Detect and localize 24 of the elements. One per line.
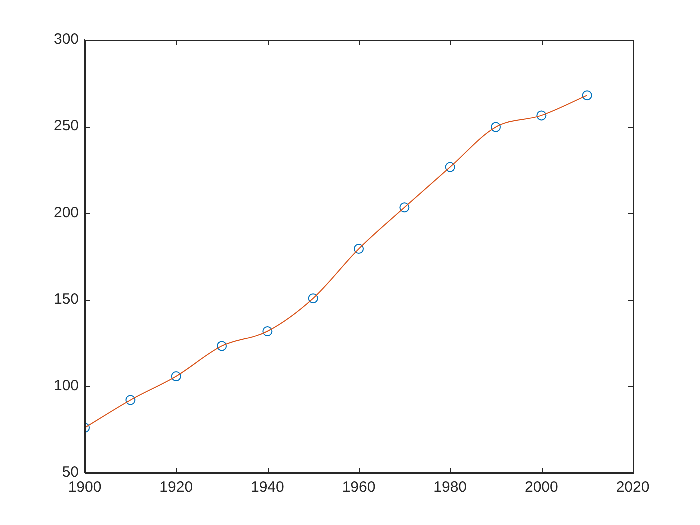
point (354, 244, 364, 254)
point (217, 341, 228, 352)
x-tick-label: 2020 (616, 479, 650, 496)
x-tick-label: 2000 (524, 479, 558, 496)
y-tick-label: 250 (54, 118, 80, 135)
point (400, 202, 410, 213)
point (582, 90, 592, 101)
point (445, 162, 456, 172)
x-tick-label: 1900 (68, 479, 102, 496)
y-tick-label: 50 (62, 464, 80, 482)
point (491, 122, 502, 132)
point (536, 110, 547, 121)
point (308, 294, 318, 304)
x-tick-label: 1920 (160, 479, 194, 496)
x-tick-label: 1960 (342, 479, 376, 496)
x-tick-label: 1940 (250, 479, 284, 496)
y-tick-label: 300 (54, 31, 80, 48)
point (126, 395, 136, 406)
y-tick-label: 100 (54, 378, 80, 395)
point (262, 326, 273, 336)
y-tick-label: 200 (54, 204, 80, 222)
point (171, 372, 182, 382)
y-tick-label: 150 (54, 290, 80, 308)
x-tick-label: 1980 (434, 479, 468, 496)
